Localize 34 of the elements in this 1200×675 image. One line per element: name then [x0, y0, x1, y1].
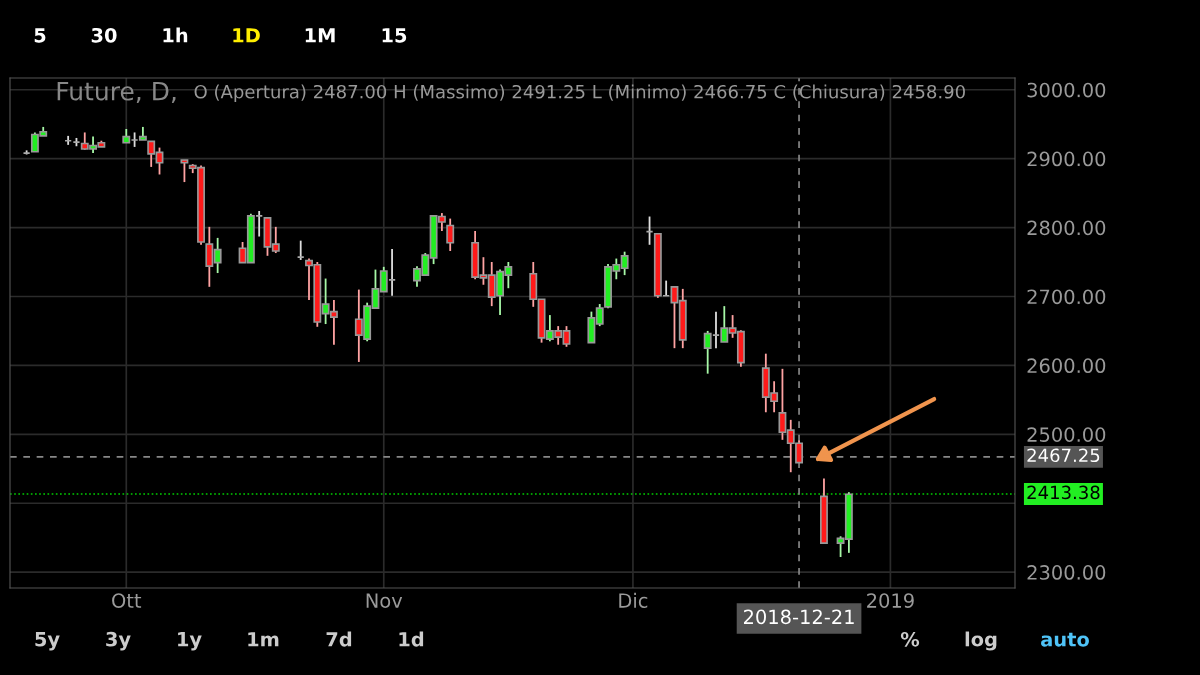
x-tick-label: Dic	[619, 592, 648, 608]
text: 1D	[233, 28, 260, 43]
y-tick-label: 2500.00	[1027, 427, 1106, 442]
candlestick	[703, 330, 712, 375]
y-tick-label: 2700.00	[1027, 289, 1106, 305]
y-tick-label: 2600.00	[1027, 358, 1106, 374]
text: %	[900, 631, 920, 647]
y-tick-label: 2900.00	[1027, 151, 1106, 167]
chart-title: Future, D,	[57, 81, 176, 104]
y-tick-label: 3000.00	[1027, 82, 1106, 98]
chart-subtitle: O (Apertura) 2487.00 H (Massimo) 2491.25 L (Minimo) 2466.75 C (Chiusura) 2458.90	[194, 84, 965, 103]
text: auto	[1041, 632, 1089, 647]
text: log	[965, 631, 997, 651]
x-tick-label: Ott	[112, 593, 142, 608]
ref-line-label: 2467.25	[1027, 448, 1100, 463]
y-tick-label: 2800.00	[1027, 220, 1106, 236]
candlestick	[446, 217, 455, 252]
text: 5	[34, 28, 46, 43]
x-tick-label: Nov	[366, 593, 403, 608]
candlestick	[180, 159, 189, 183]
text: 1M	[305, 28, 335, 43]
text: 30	[91, 27, 117, 43]
ref-line-label: 2018-12-21	[743, 609, 854, 625]
text: 1h	[163, 27, 188, 43]
text: 1d	[399, 631, 424, 647]
text: 1m	[248, 632, 279, 647]
x-tick-label: 2019	[867, 593, 914, 608]
y-tick-label: 2300.00	[1027, 565, 1106, 580]
ref-line-label: 2413.38	[1027, 485, 1100, 500]
text: 7d	[326, 631, 352, 647]
text: 15	[382, 28, 407, 43]
text: 1y	[178, 632, 202, 651]
text: 5y	[35, 632, 60, 651]
text: 3y	[106, 631, 131, 651]
